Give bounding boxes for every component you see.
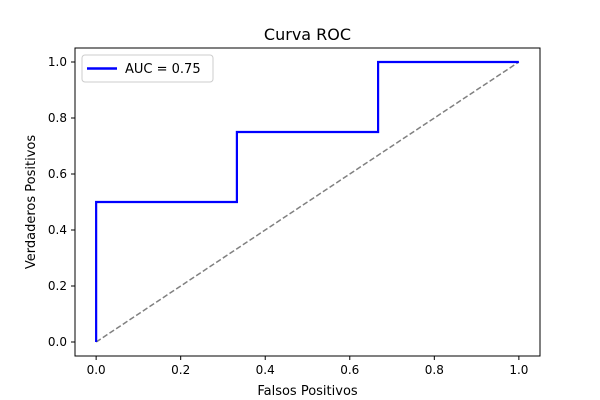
x-tick-label: 0.6	[340, 363, 359, 377]
y-axis-label: Verdaderos Positivos	[24, 135, 39, 269]
x-tick-label: 0.8	[425, 363, 444, 377]
x-tick-label: 1.0	[509, 363, 528, 377]
plot-frame	[74, 47, 541, 357]
y-tick-label: 0.8	[48, 111, 67, 125]
diagonal-reference-line	[95, 61, 520, 343]
plot-lines	[95, 60, 520, 343]
y-tick-label: 0.4	[48, 223, 67, 237]
x-axis-ticks: 0.0 0.2 0.4 0.6 0.8 1.0	[87, 356, 528, 377]
x-tick-label: 0.0	[87, 363, 106, 377]
legend: AUC = 0.75	[81, 54, 214, 83]
legend-box	[81, 54, 214, 83]
y-tick-label: 0.6	[48, 167, 67, 181]
y-tick-label: 0.2	[48, 279, 67, 293]
chart-title: Curva ROC	[264, 25, 351, 44]
x-tick-label: 0.2	[171, 363, 190, 377]
y-tick-label: 1.0	[48, 55, 67, 69]
y-tick-label: 0.0	[48, 335, 67, 349]
x-axis-label: Falsos Positivos	[257, 384, 358, 399]
roc-curve-line	[95, 60, 519, 342]
y-axis-ticks: 0.0 0.2 0.4 0.6 0.8 1.0	[48, 55, 75, 349]
x-tick-label: 0.4	[256, 363, 275, 377]
legend-entry-auc: AUC = 0.75	[125, 62, 201, 77]
